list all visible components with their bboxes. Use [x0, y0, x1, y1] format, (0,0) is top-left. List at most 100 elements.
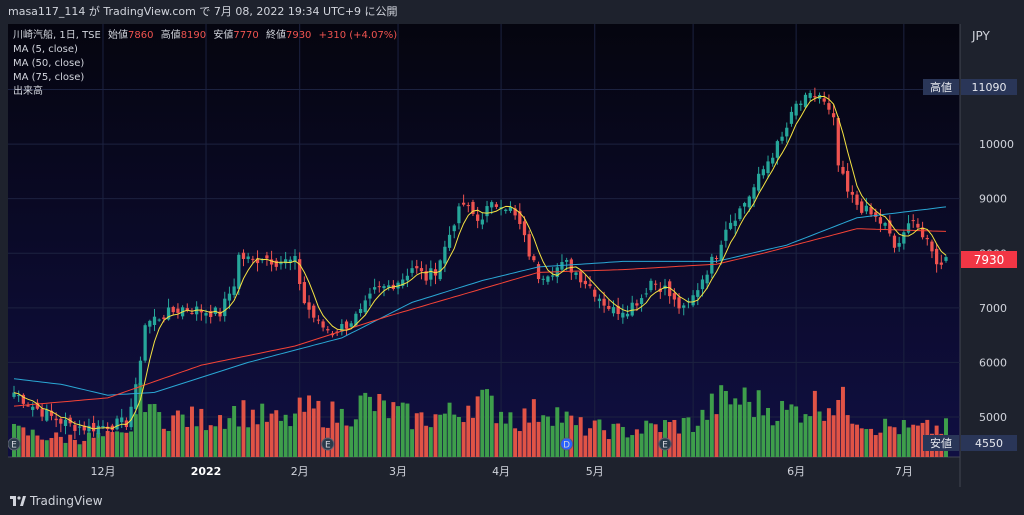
volume-bar — [574, 425, 578, 457]
candle — [630, 295, 634, 317]
last-price-tag: 7930 — [961, 251, 1017, 268]
volume-bar — [606, 439, 611, 457]
time-tick-label: 7月 — [895, 465, 913, 478]
volume-bar — [878, 432, 883, 457]
volume-bar — [433, 414, 438, 457]
legend-volume: 出来高 — [13, 84, 43, 97]
legend-ohlc: 川崎汽船, 1日, TSE 始値7860 高値8190 安値7770 終値793… — [13, 28, 397, 41]
volume-bar — [438, 414, 443, 457]
candle — [457, 203, 461, 230]
volume-bar — [531, 399, 536, 457]
volume-bar — [194, 426, 199, 457]
volume-bar — [686, 417, 691, 457]
candle — [405, 268, 410, 288]
volume-bar — [840, 386, 845, 457]
price-tick-label: 10000 — [979, 138, 1014, 151]
candle — [607, 299, 611, 311]
legend-low-value: 7770 — [233, 30, 258, 41]
volume-bar — [550, 425, 555, 457]
candle — [368, 287, 372, 307]
time-axis-panel[interactable] — [8, 457, 960, 487]
candle — [902, 229, 906, 250]
candle — [869, 203, 873, 217]
volume-bar — [508, 412, 513, 457]
volume-bar — [40, 439, 45, 457]
legend-ma5: MA (5, close) — [13, 44, 78, 55]
volume-bar — [751, 417, 756, 457]
volume-bar — [386, 418, 391, 457]
candle — [490, 200, 494, 215]
candle — [148, 319, 152, 334]
candle — [246, 252, 250, 264]
volume-bar — [747, 401, 752, 457]
volume-bar — [583, 435, 588, 457]
candle — [593, 287, 597, 302]
volume-bar — [175, 410, 180, 457]
candle — [588, 276, 592, 289]
candle — [925, 234, 929, 246]
volume-bar — [77, 444, 82, 457]
currency-label: JPY — [971, 29, 991, 43]
last-price-value: 7930 — [974, 253, 1005, 267]
candle — [293, 249, 297, 270]
volume-bar — [344, 425, 349, 457]
candle — [850, 185, 854, 203]
candle — [401, 273, 405, 289]
volume-bar — [700, 409, 705, 457]
volume-bar — [410, 429, 415, 457]
candle — [485, 200, 489, 223]
volume-bar — [119, 432, 124, 457]
volume-bar — [602, 430, 607, 457]
candle — [115, 415, 119, 431]
candle — [363, 295, 367, 314]
volume-bar — [396, 406, 401, 457]
volume-bar — [21, 427, 26, 457]
candle — [87, 418, 91, 434]
volume-bar — [475, 396, 480, 457]
volume-bar — [82, 440, 87, 457]
volume-bar — [405, 403, 410, 457]
candle — [494, 201, 499, 210]
volume-bar — [588, 428, 593, 457]
candle — [888, 215, 892, 237]
volume-bar — [274, 410, 279, 457]
candle — [171, 305, 175, 315]
volume-bar — [639, 433, 644, 457]
candle — [504, 208, 508, 214]
candle — [944, 255, 948, 263]
volume-bar — [358, 395, 363, 457]
volume-bar — [883, 418, 888, 457]
legend-low-label: 安値 — [213, 28, 233, 41]
candle — [696, 283, 700, 306]
volume-bar — [147, 404, 152, 457]
volume-bar — [250, 409, 255, 457]
candle — [700, 275, 705, 297]
volume-bar — [213, 426, 218, 457]
tradingview-logo-icon — [10, 496, 26, 506]
legend-close-value: 7930 — [286, 30, 311, 41]
volume-bar — [831, 415, 836, 457]
volume-bar — [335, 422, 340, 457]
volume-bar — [30, 429, 35, 457]
volume-bar — [480, 389, 485, 457]
volume-bar — [115, 431, 120, 457]
candle — [728, 214, 733, 231]
tradingview-logo[interactable]: TradingView — [10, 494, 103, 508]
svg-text:E: E — [11, 441, 17, 451]
low-tag-label-bg — [923, 435, 959, 451]
volume-bar — [545, 416, 550, 457]
candle — [761, 165, 765, 179]
volume-bar — [218, 415, 223, 457]
volume-bar — [808, 416, 813, 457]
volume-bar — [72, 439, 77, 457]
volume-bar — [246, 427, 251, 457]
volume-bar — [461, 422, 466, 457]
candle — [152, 308, 157, 332]
volume-bar — [513, 428, 518, 457]
candle — [527, 230, 531, 260]
legend[interactable]: 川崎汽船, 1日, TSE 始値7860 高値8190 安値7770 終値793… — [13, 28, 397, 97]
volume-bar — [812, 390, 817, 457]
volume-bar — [424, 425, 429, 457]
